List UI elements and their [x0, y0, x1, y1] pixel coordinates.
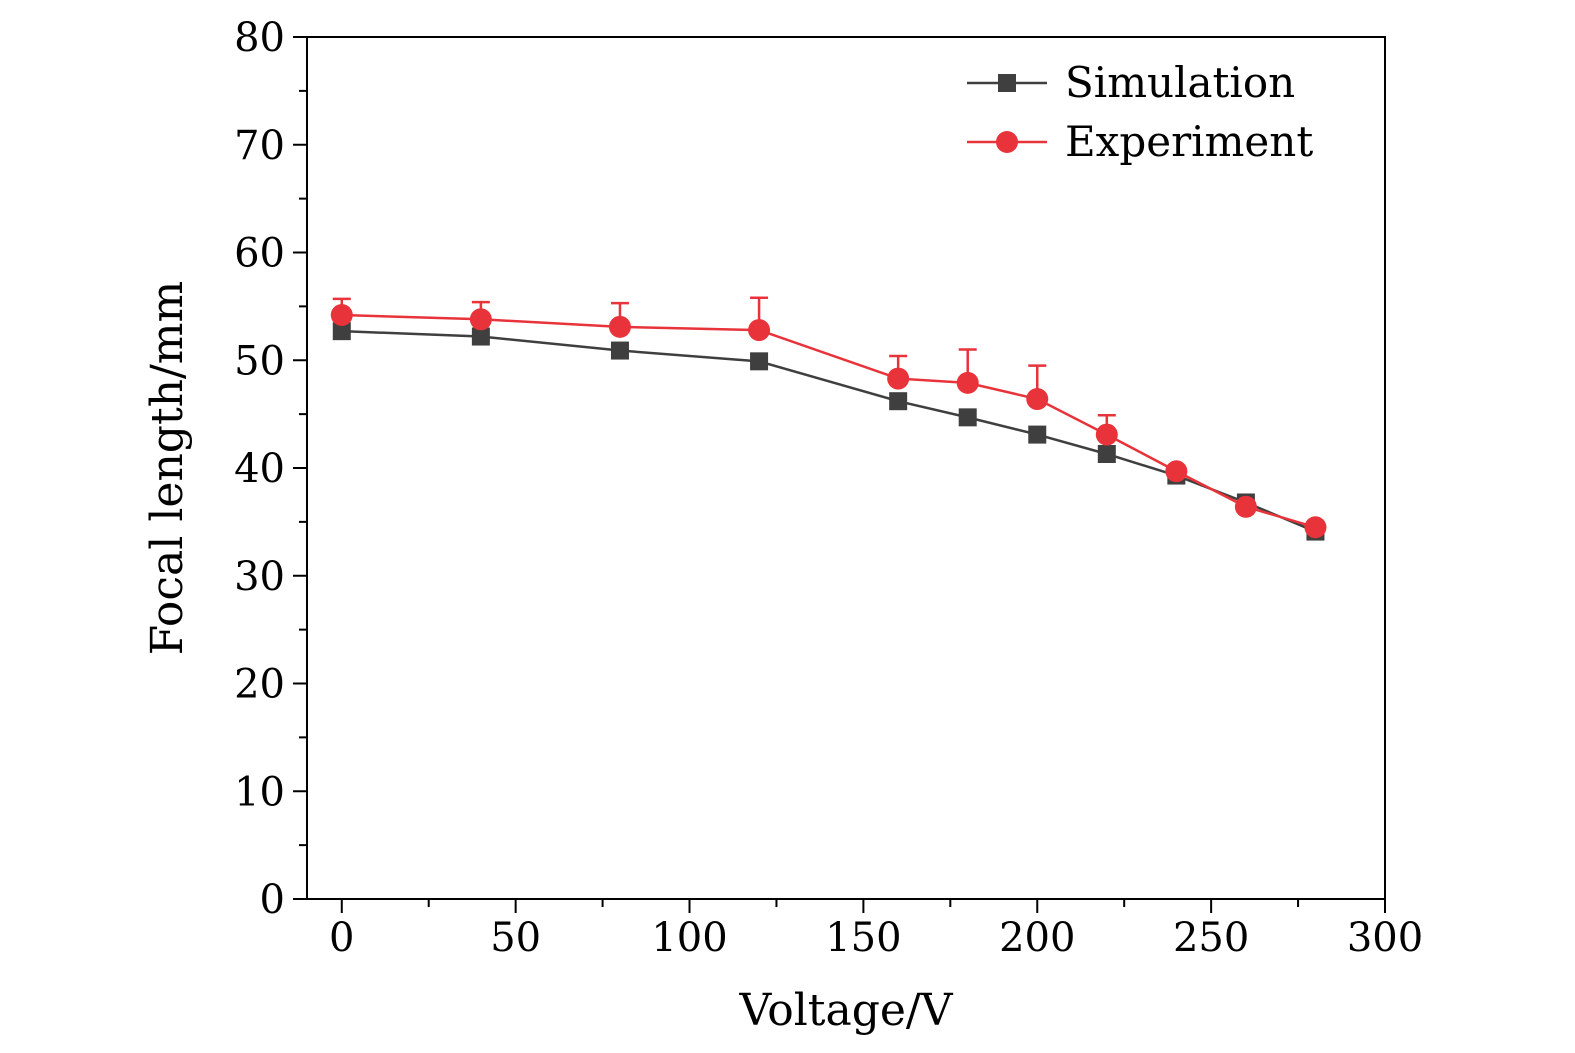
- data-point: [1234, 495, 1257, 518]
- y-tick-label: 50: [234, 338, 285, 384]
- series-line-simulation: [341, 329, 1316, 533]
- data-point: [469, 308, 492, 331]
- data-point: [610, 341, 629, 360]
- y-tick-label: 20: [234, 662, 285, 708]
- x-tick-label: 0: [329, 915, 354, 961]
- legend: Simulation Experiment: [967, 58, 1313, 166]
- legend-label: Experiment: [1065, 117, 1313, 166]
- y-axis: 0 10 20 30 40 50 60 70 80: [234, 15, 307, 923]
- data-point: [1097, 444, 1116, 463]
- data-point: [750, 352, 769, 371]
- data-point: [956, 371, 979, 394]
- data-point: [748, 319, 771, 342]
- data-point: [1026, 388, 1049, 411]
- data-point: [1028, 425, 1047, 444]
- plot-frame-border: [306, 36, 1386, 900]
- x-tick-label: 300: [1347, 915, 1423, 961]
- legend-item-experiment: Experiment: [967, 117, 1313, 166]
- legend-label: Simulation: [1065, 58, 1295, 107]
- data-point: [1304, 516, 1327, 539]
- data-point: [608, 315, 631, 338]
- data-point: [889, 392, 908, 411]
- y-tick-label: 10: [234, 769, 285, 815]
- data-point: [958, 408, 977, 427]
- y-tick-label: 30: [234, 554, 285, 600]
- y-tick-label: 70: [234, 123, 285, 169]
- y-tick-label: 40: [234, 446, 285, 492]
- x-tick-label: 150: [825, 915, 901, 961]
- legend-marker-circle: [996, 131, 1018, 153]
- legend-item-simulation: Simulation: [967, 58, 1295, 107]
- data-point: [1095, 423, 1118, 446]
- data-point: [332, 322, 351, 341]
- data-point: [330, 303, 353, 326]
- data-point: [887, 367, 910, 390]
- y-tick-label: 0: [260, 877, 285, 923]
- plot-area: [306, 36, 1386, 900]
- data-point: [471, 327, 490, 346]
- y-tick-label: 60: [234, 231, 285, 277]
- x-axis-title: Voltage/V: [738, 985, 953, 1036]
- y-axis-title: Focal length/mm: [142, 281, 193, 655]
- x-axis: 0 50 100 150 200 250 300: [329, 899, 1423, 961]
- series-experiment: [330, 296, 1327, 539]
- series-layer: [330, 296, 1327, 541]
- x-tick-label: 200: [999, 915, 1075, 961]
- y-tick-label: 80: [234, 15, 285, 61]
- data-point: [1165, 460, 1188, 483]
- x-tick-label: 50: [490, 915, 541, 961]
- x-tick-label: 100: [651, 915, 727, 961]
- x-tick-label: 250: [1173, 915, 1249, 961]
- series-line-experiment: [341, 313, 1316, 529]
- legend-marker-square: [998, 74, 1016, 92]
